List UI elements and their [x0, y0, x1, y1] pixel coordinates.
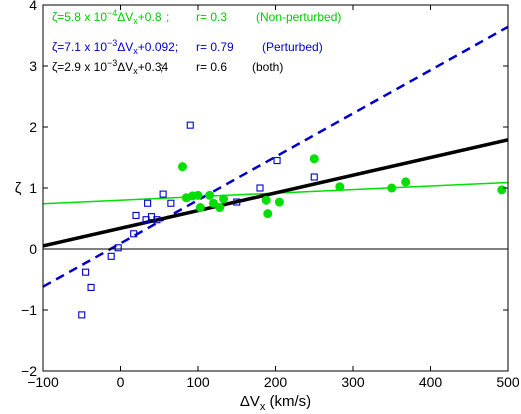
perturbed-point [78, 311, 86, 319]
x-axis-label-unit: (km/s) [265, 393, 311, 410]
non_perturbed-point [193, 190, 203, 200]
perturbed-point [186, 121, 194, 129]
perturbed-point [132, 211, 140, 219]
x-tick-label: 100 [186, 374, 210, 390]
y-axis-label: ζ [15, 180, 22, 197]
non_perturbed-point [178, 162, 187, 172]
non_perturbed-point [497, 185, 507, 195]
y-tick-label: 2 [29, 119, 37, 135]
x-axis-label: ΔVx (km/s) [240, 393, 311, 413]
non_perturbed-point [274, 197, 284, 207]
perturbed-point [233, 198, 241, 206]
non_perturbed-point [335, 182, 345, 192]
perturbed-point [107, 252, 115, 260]
perturbed-point [159, 190, 167, 198]
x-tick-label: 0 [117, 374, 125, 390]
x-tick-label: −100 [27, 374, 59, 390]
x-tick-label: 500 [496, 374, 520, 390]
x-tick-label: 200 [264, 374, 288, 390]
x-tick-label: 400 [419, 374, 443, 390]
non_perturbed-point [263, 209, 273, 219]
perturbed-point [153, 216, 161, 224]
legend-entry: ζ=5.8 x 10−4ΔVx+0.8; r= 0.3 (Non-perturbed… [52, 8, 341, 26]
non_perturbed-point [219, 194, 229, 204]
y-tick-label: −1 [21, 302, 37, 318]
y-tick-label: 3 [29, 58, 37, 74]
y-tick-label: −2 [21, 363, 37, 379]
perturbed-point [144, 199, 152, 207]
non_perturbed-point [261, 195, 271, 205]
perturbed-point [256, 184, 264, 192]
non_perturbed-point [387, 183, 397, 193]
both-fit-line [43, 138, 508, 248]
x-axis-label-main: ΔV [240, 393, 260, 410]
perturbed-point [310, 173, 318, 181]
perturbed-point [130, 230, 138, 238]
y-tick-label: 1 [29, 180, 37, 196]
perturbed-point [167, 199, 175, 207]
x-tick-label: 300 [341, 374, 365, 390]
perturbed-fit-line [43, 25, 508, 288]
y-tick-label: 0 [29, 241, 37, 257]
perturbed-point [87, 283, 95, 291]
non_perturbed-point [401, 177, 411, 187]
y-tick-label: 4 [29, 0, 37, 13]
non_perturbed-point [195, 203, 205, 213]
perturbed-point [273, 157, 281, 165]
legend-entry: ζ=7.1 x 10−3ΔVx+0.092; r= 0.79 (Perturbed) [52, 38, 323, 56]
x-axis-label-subscript: x [260, 401, 266, 413]
legend-entry: ζ=2.9 x 10−3ΔVx+0.34; r= 0.6 (both) [52, 58, 283, 76]
non_perturbed-point [205, 190, 215, 200]
perturbed-point [82, 268, 90, 276]
non_perturbed-point [309, 154, 319, 164]
non_perturbed-point [215, 203, 225, 213]
perturbed-point [114, 244, 122, 252]
